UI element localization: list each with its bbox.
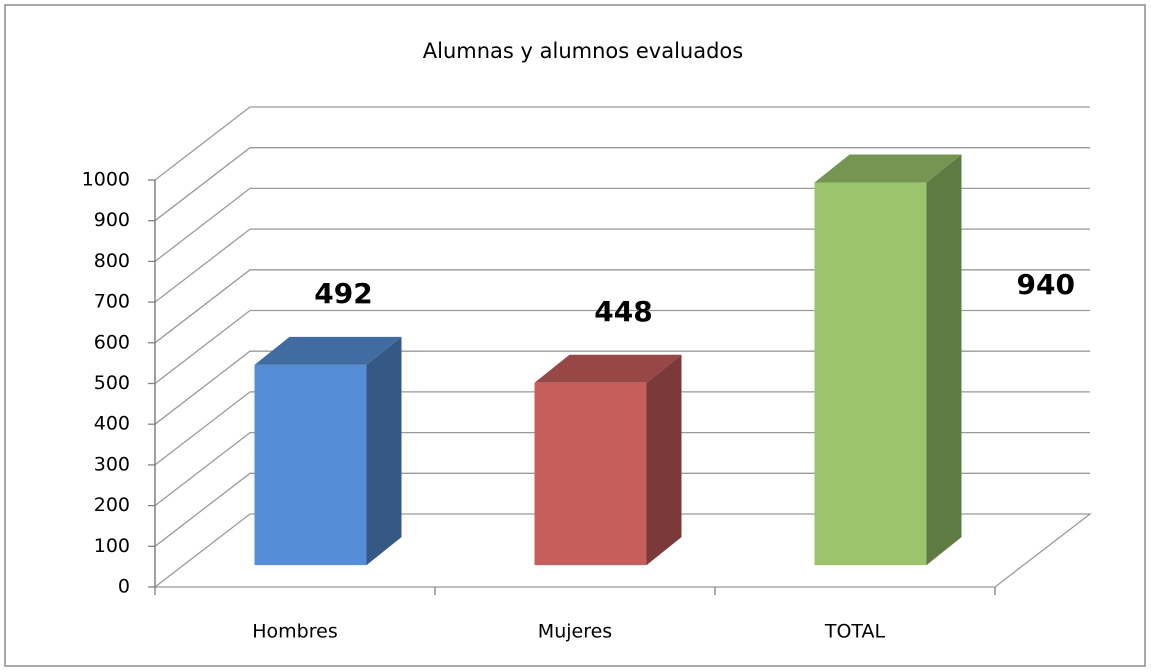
- data-label: 940: [1017, 268, 1075, 301]
- y-tick-label: 600: [94, 331, 130, 353]
- bar: [534, 382, 647, 566]
- x-tick-label: Mujeres: [538, 621, 612, 643]
- x-tick-label: Hombres: [252, 621, 337, 643]
- y-tick-label: 900: [94, 209, 130, 231]
- y-tick-label: 500: [94, 372, 130, 394]
- grid-line: [154, 309, 1090, 385]
- chart-border: [4, 4, 1146, 667]
- grid-line: [154, 106, 1090, 181]
- grid-line: [154, 350, 1090, 425]
- grid-line: [154, 269, 1090, 344]
- y-tick-label: 400: [94, 413, 130, 435]
- grid-line: [154, 391, 1090, 466]
- bar: [254, 364, 367, 566]
- grid-line: [154, 147, 1090, 222]
- y-tick-label: 200: [94, 494, 130, 516]
- bar-side: [926, 154, 962, 566]
- bar-side: [646, 354, 682, 566]
- grid-line: [154, 228, 1090, 303]
- bar: [814, 182, 927, 566]
- grid-line: [154, 431, 1090, 507]
- y-tick-label: 1000: [82, 169, 130, 191]
- bar-top: [254, 336, 402, 365]
- data-label: 492: [314, 277, 372, 310]
- y-tick-label: 800: [94, 250, 130, 272]
- grid-line: [154, 187, 1090, 262]
- x-tick-label: TOTAL: [824, 621, 886, 643]
- grid-line: [154, 472, 1090, 547]
- bar-top: [534, 354, 682, 383]
- y-tick-label: 300: [94, 453, 130, 475]
- data-label: 448: [594, 295, 652, 328]
- bar-side: [366, 336, 402, 566]
- y-tick-label: 700: [94, 291, 130, 313]
- y-tick-label: 0: [118, 576, 130, 598]
- y-tick-label: 100: [94, 535, 130, 557]
- bar-top: [814, 154, 962, 183]
- chart-title: Alumnas y alumnos evaluados: [423, 39, 743, 63]
